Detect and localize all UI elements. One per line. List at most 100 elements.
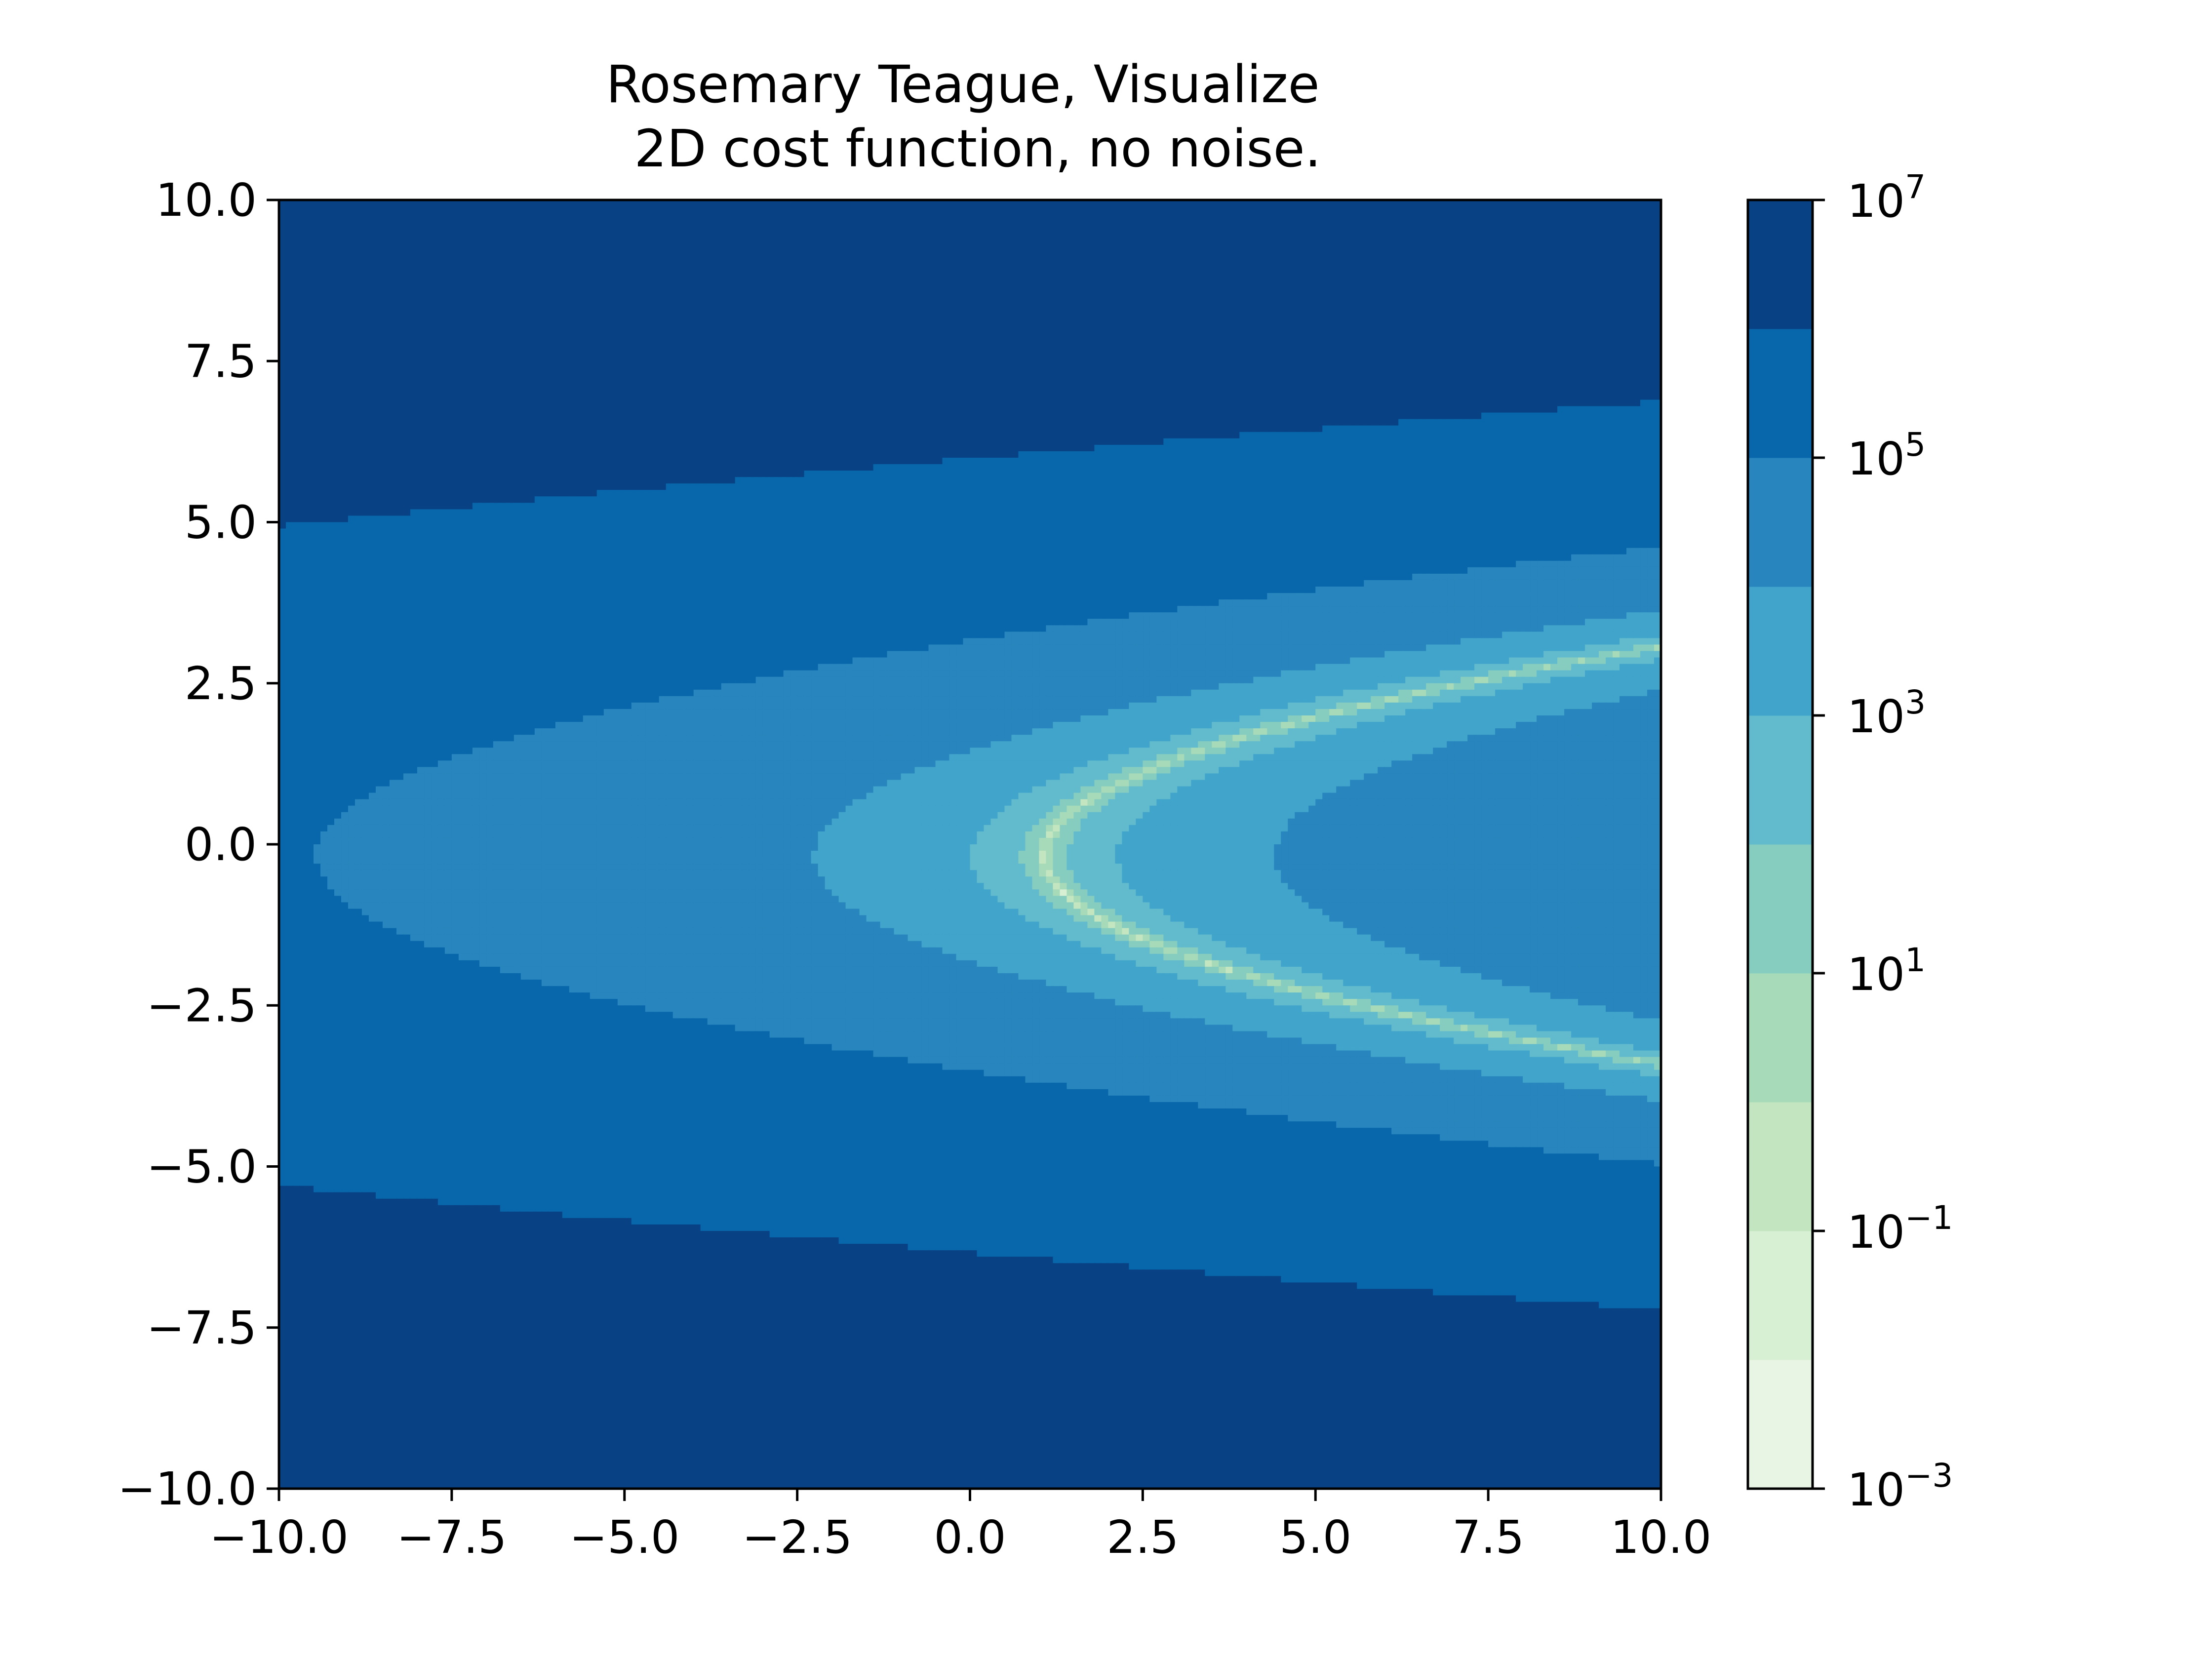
contour-cell <box>1447 258 1454 265</box>
contour-cell <box>514 277 521 284</box>
contour-cell <box>997 297 1005 304</box>
contour-cell <box>1578 271 1585 278</box>
contour-cell <box>424 245 432 252</box>
contour-cell <box>1122 226 1129 233</box>
contour-cell <box>894 265 902 272</box>
contour-cell <box>376 265 383 272</box>
contour-cell <box>1039 206 1046 213</box>
contour-cell <box>466 219 473 226</box>
contour-cell <box>990 303 998 310</box>
contour-cell <box>625 284 632 291</box>
contour-cell <box>770 213 777 220</box>
contour-cell <box>908 238 915 245</box>
contour-cell <box>790 271 798 278</box>
contour-cell <box>721 265 729 272</box>
contour-cell <box>1557 290 1565 297</box>
contour-cell <box>1461 271 1468 278</box>
contour-cell <box>659 232 667 239</box>
contour-cell <box>562 219 570 226</box>
contour-cell <box>1108 213 1115 220</box>
contour-cell <box>638 245 646 252</box>
contour-cell <box>1640 232 1648 239</box>
contour-cell <box>1585 232 1592 239</box>
contour-cell <box>666 219 673 226</box>
contour-cell <box>583 226 591 233</box>
contour-cell <box>1419 226 1426 233</box>
contour-cell <box>1018 284 1026 291</box>
contour-cell <box>1308 258 1316 265</box>
contour-cell <box>1136 206 1143 213</box>
contour-cell <box>535 258 542 265</box>
contour-cell <box>1620 232 1627 239</box>
contour-cell <box>1136 258 1143 265</box>
contour-cell <box>1143 232 1150 239</box>
contour-cell <box>431 219 438 226</box>
contour-cell <box>632 265 639 272</box>
contour-cell <box>929 290 936 297</box>
contour-cell <box>1592 206 1599 213</box>
contour-cell <box>1502 206 1509 213</box>
contour-cell <box>1585 219 1592 226</box>
contour-cell <box>611 232 618 239</box>
contour-cell <box>1509 271 1516 278</box>
contour-cell <box>922 265 929 272</box>
contour-cell <box>701 290 708 297</box>
contour-cell <box>1149 265 1157 272</box>
contour-cell <box>1066 232 1074 239</box>
contour-cell <box>1613 232 1620 239</box>
contour-cell <box>943 219 950 226</box>
contour-cell <box>1516 226 1523 233</box>
contour-cell <box>1613 284 1620 291</box>
contour-cell <box>1405 284 1413 291</box>
contour-cell <box>493 290 501 297</box>
contour-cell <box>1647 206 1655 213</box>
contour-cell <box>1516 258 1523 265</box>
contour-cell <box>1288 258 1295 265</box>
contour-cell <box>1378 206 1385 213</box>
contour-cell <box>1530 290 1537 297</box>
contour-cell <box>1004 297 1012 304</box>
contour-cell <box>1066 297 1074 304</box>
contour-cell <box>1557 265 1565 272</box>
contour-cell <box>1219 232 1226 239</box>
contour-cell <box>1557 297 1565 304</box>
contour-cell <box>1585 245 1592 252</box>
contour-cell <box>1011 213 1019 220</box>
contour-cell <box>1633 277 1641 284</box>
contour-cell <box>922 284 929 291</box>
contour-cell <box>846 290 853 297</box>
contour-cell <box>1371 258 1378 265</box>
contour-cell <box>1606 226 1613 233</box>
contour-cell <box>362 219 369 226</box>
contour-cell <box>562 284 570 291</box>
contour-cell <box>1509 226 1516 233</box>
contour-cell <box>383 206 390 213</box>
contour-cell <box>1585 277 1592 284</box>
contour-cell <box>521 213 528 220</box>
contour-cell <box>797 251 805 258</box>
contour-cell <box>1191 245 1198 252</box>
contour-cell <box>569 290 577 297</box>
contour-cell <box>1191 251 1198 258</box>
contour-cell <box>1295 213 1302 220</box>
contour-cell <box>1232 213 1240 220</box>
contour-cell <box>452 297 459 304</box>
contour-cell <box>770 245 777 252</box>
contour-cell <box>583 238 591 245</box>
contour-cell <box>1143 219 1150 226</box>
contour-cell <box>390 232 397 239</box>
contour-cell <box>1454 265 1461 272</box>
contour-cell <box>1198 232 1205 239</box>
contour-cell <box>1225 206 1233 213</box>
contour-cell <box>1350 226 1357 233</box>
contour-cell <box>887 277 895 284</box>
contour-cell <box>569 284 577 291</box>
contour-cell <box>459 303 466 310</box>
contour-cell <box>473 226 480 233</box>
contour-cell <box>1371 232 1378 239</box>
contour-cell <box>936 271 943 278</box>
contour-cell <box>1620 303 1627 310</box>
contour-cell <box>1011 251 1019 258</box>
contour-cell <box>1440 303 1447 310</box>
contour-cell <box>514 297 521 304</box>
